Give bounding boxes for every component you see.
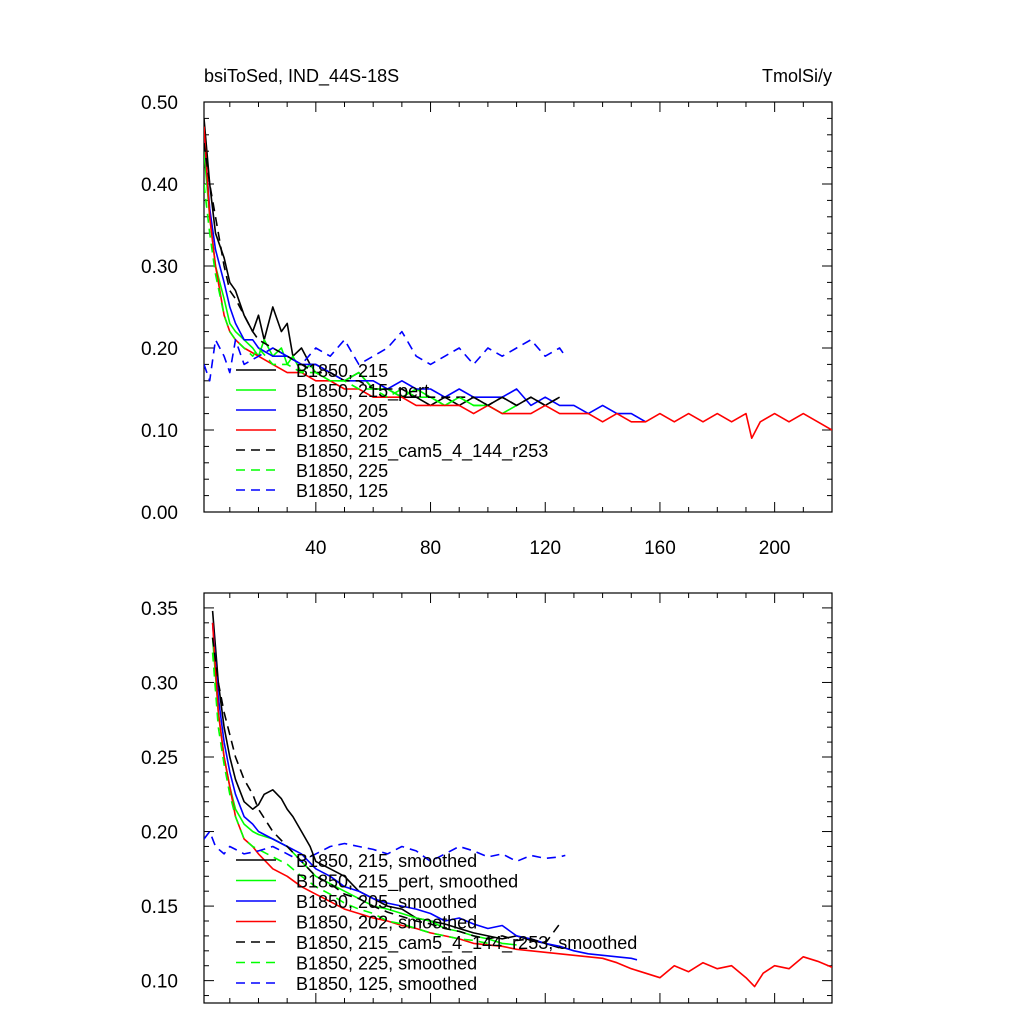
legend-label: B1850, 202 — [296, 421, 388, 441]
legend-label: B1850, 225, smoothed — [296, 954, 477, 974]
plot-frame — [203, 101, 833, 513]
bottom-panel: 0.10 0.15 0.20 0.25 0.30 0.35 B1850, 215, smoo… — [141, 592, 833, 1004]
plot-frame — [203, 592, 833, 1004]
x-tick-label: 160 — [644, 538, 676, 559]
legend-label: B1850, 215, smoothed — [296, 851, 477, 871]
legend-label: B1850, 125 — [296, 481, 388, 501]
legend-label: B1850, 205, smoothed — [296, 892, 477, 912]
series-line — [211, 637, 517, 946]
y-tick-label: 0.35 — [141, 599, 178, 620]
x-tick-label: 80 — [420, 538, 441, 559]
legend-label: B1850, 215_pert, smoothed — [296, 872, 518, 893]
series-line — [204, 142, 560, 407]
legend-label: B1850, 215_pert — [296, 381, 429, 402]
y-tick-label: 0.15 — [141, 897, 178, 918]
y-tick-label: 0.20 — [141, 339, 178, 360]
legend-label: B1850, 225 — [296, 461, 388, 481]
y-tick-label: 0.25 — [141, 748, 178, 769]
y-tick-label: 0.30 — [141, 673, 178, 694]
series-line — [204, 830, 566, 863]
legend-label: B1850, 125, smoothed — [296, 974, 477, 994]
x-tick-label: 40 — [305, 538, 326, 559]
chart-units: TmolSi/y — [762, 66, 832, 86]
series-line — [211, 637, 561, 945]
series-line — [204, 330, 566, 382]
x-tick-label: 200 — [759, 538, 791, 559]
y-tick-label: 0.10 — [141, 421, 178, 442]
legend-label: B1850, 215_cam5_4_144_r253, smoothed — [296, 933, 637, 954]
y-tick-label: 0.10 — [141, 972, 178, 993]
x-tick-label: 120 — [529, 538, 561, 559]
series-line — [211, 622, 832, 988]
series-line — [204, 183, 488, 407]
y-tick-label: 0.30 — [141, 257, 178, 278]
y-tick-label: 0.40 — [141, 175, 178, 196]
series-line — [211, 610, 560, 949]
legend-label: B1850, 215 — [296, 361, 388, 381]
series-line — [211, 622, 638, 961]
legend-label: B1850, 215_cam5_4_144_r253 — [296, 441, 548, 462]
top-panel: 0.00 0.10 0.20 0.30 0.40 0.50 40 80 120 160 200 B18… — [141, 93, 833, 559]
y-tick-label: 0.50 — [141, 93, 178, 114]
legend-label: B1850, 202, smoothed — [296, 913, 477, 933]
series-line — [204, 134, 646, 423]
y-tick-label: 0.20 — [141, 823, 178, 844]
legend-label: B1850, 205 — [296, 401, 388, 421]
y-tick-label: 0.00 — [141, 503, 178, 524]
chart-title: bsiToSed, IND_44S-18S — [204, 66, 399, 87]
